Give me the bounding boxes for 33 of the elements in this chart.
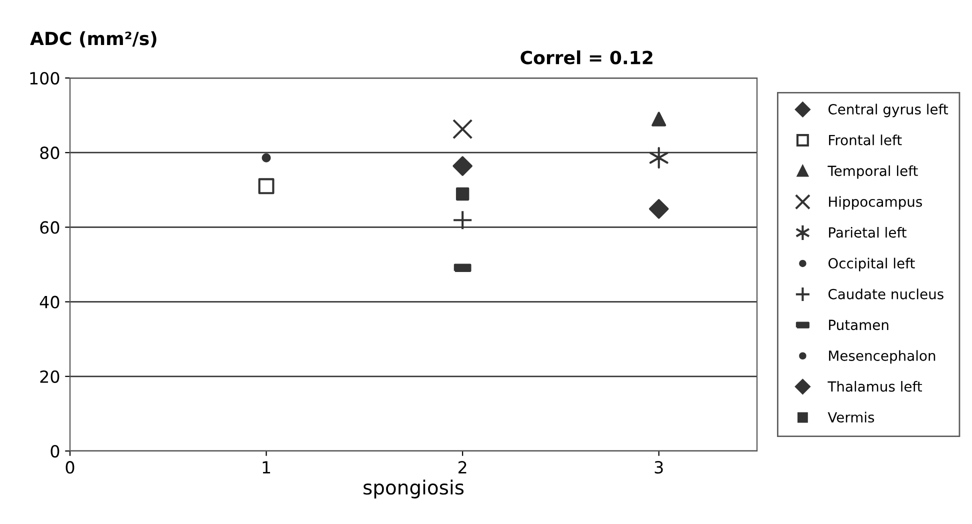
legend-label: Thalamus left (828, 380, 922, 392)
point (648, 199, 669, 219)
point (452, 210, 473, 230)
point (452, 156, 472, 176)
legend-label: Vermis (828, 412, 874, 423)
point (456, 187, 470, 201)
point (262, 153, 271, 162)
y-axis-title: ADC (mm²/s) (30, 31, 156, 48)
y-tick-label: 20 (40, 370, 60, 383)
y-tick-label: 0 (50, 444, 60, 458)
y-tick-label: 100 (30, 72, 60, 85)
legend-label: Parietal left (829, 226, 906, 238)
legend-label: Putamen (829, 320, 888, 330)
x-axis-title: spongiosis (364, 480, 464, 498)
point (649, 147, 668, 169)
y-tick-label: 60 (40, 221, 60, 234)
point (652, 112, 666, 126)
x-tick-label: 3 (654, 461, 663, 474)
point (452, 119, 473, 140)
x-tick-label: 1 (262, 461, 270, 474)
y-tick-label: 80 (40, 146, 60, 160)
legend-label: Occipital left (828, 258, 915, 272)
chart-title: Correl = 0.12 (520, 50, 652, 64)
x-tick-label: 2 (458, 461, 466, 474)
legend-label: Caudate nucleus (828, 288, 944, 300)
point (258, 178, 274, 194)
x-tick-label: 0 (66, 461, 74, 474)
legend-label: Frontal left (829, 134, 902, 146)
y-tick-label: 40 (40, 296, 60, 308)
legend-label: Temporal left (828, 165, 918, 179)
legend-label: Mesencephalon (829, 350, 936, 364)
legend-label: Central gyrus left (828, 104, 948, 118)
legend-label: Hippocampus (829, 196, 922, 210)
